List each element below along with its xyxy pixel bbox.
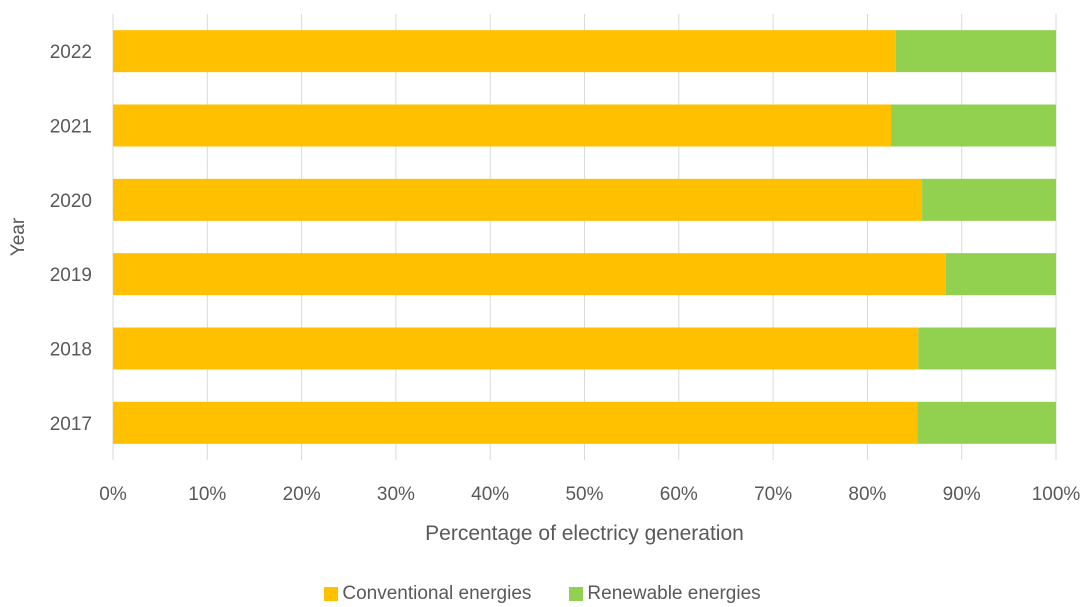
x-tick-label: 70%: [754, 484, 792, 505]
legend-item-conventional: Conventional energies: [324, 583, 531, 605]
bar-segment-conventional-2018: [113, 327, 919, 370]
legend-item-renewable: Renewable energies: [569, 583, 761, 605]
y-tick-label: 2021: [50, 117, 92, 138]
y-tick-label: 2022: [50, 42, 92, 63]
gridlines: [112, 14, 1057, 460]
legend-label-renewable: Renewable energies: [587, 583, 761, 604]
bar-segment-conventional-2021: [113, 104, 891, 147]
y-tick-label: 2018: [50, 340, 92, 361]
legend-label-conventional: Conventional energies: [342, 583, 532, 604]
y-tick-label: 2019: [50, 265, 92, 286]
stacked-bar-chart: 2017 2018 2019 2020 2021 2022 0% 10% 20% 30% 40% 5…: [8, 14, 1080, 545]
bar-segment-renewable-2020: [922, 178, 1056, 221]
x-tick-label: 20%: [283, 484, 321, 505]
bar-segment-renewable-2017: [917, 401, 1056, 444]
bar-segment-conventional-2020: [113, 178, 923, 221]
legend-swatch-renewable: [569, 587, 584, 601]
x-tick-label: 30%: [377, 484, 415, 505]
x-axis-ticks: 0% 10% 20% 30% 40% 50% 60% 70% 80% 90% 100%: [99, 484, 1080, 505]
y-tick-label: 2020: [50, 191, 92, 212]
legend: Conventional energies Renewable energies: [0, 583, 1085, 605]
bar-segment-renewable-2021: [890, 104, 1056, 147]
bar-segment-conventional-2022: [113, 30, 896, 73]
x-axis-title: Percentage of electricy generation: [425, 522, 744, 545]
bar-segment-renewable-2019: [945, 253, 1056, 296]
x-tick-label: 50%: [565, 484, 603, 505]
y-axis-title: Year: [8, 217, 29, 256]
y-tick-label: 2017: [50, 414, 92, 435]
x-tick-label: 60%: [660, 484, 698, 505]
x-tick-label: 90%: [943, 484, 981, 505]
x-tick-label: 40%: [471, 484, 509, 505]
legend-swatch-conventional: [324, 587, 339, 601]
x-tick-label: 0%: [99, 484, 127, 505]
x-tick-label: 100%: [1032, 484, 1081, 505]
bar-segment-renewable-2018: [918, 327, 1056, 370]
bar-segment-renewable-2022: [895, 30, 1056, 73]
bar-segment-conventional-2019: [113, 253, 946, 296]
x-tick-label: 80%: [848, 484, 886, 505]
y-axis-ticks: 2017 2018 2019 2020 2021 2022: [50, 42, 92, 435]
x-tick-label: 10%: [188, 484, 226, 505]
bars: [113, 30, 1056, 444]
bar-segment-conventional-2017: [113, 401, 918, 444]
